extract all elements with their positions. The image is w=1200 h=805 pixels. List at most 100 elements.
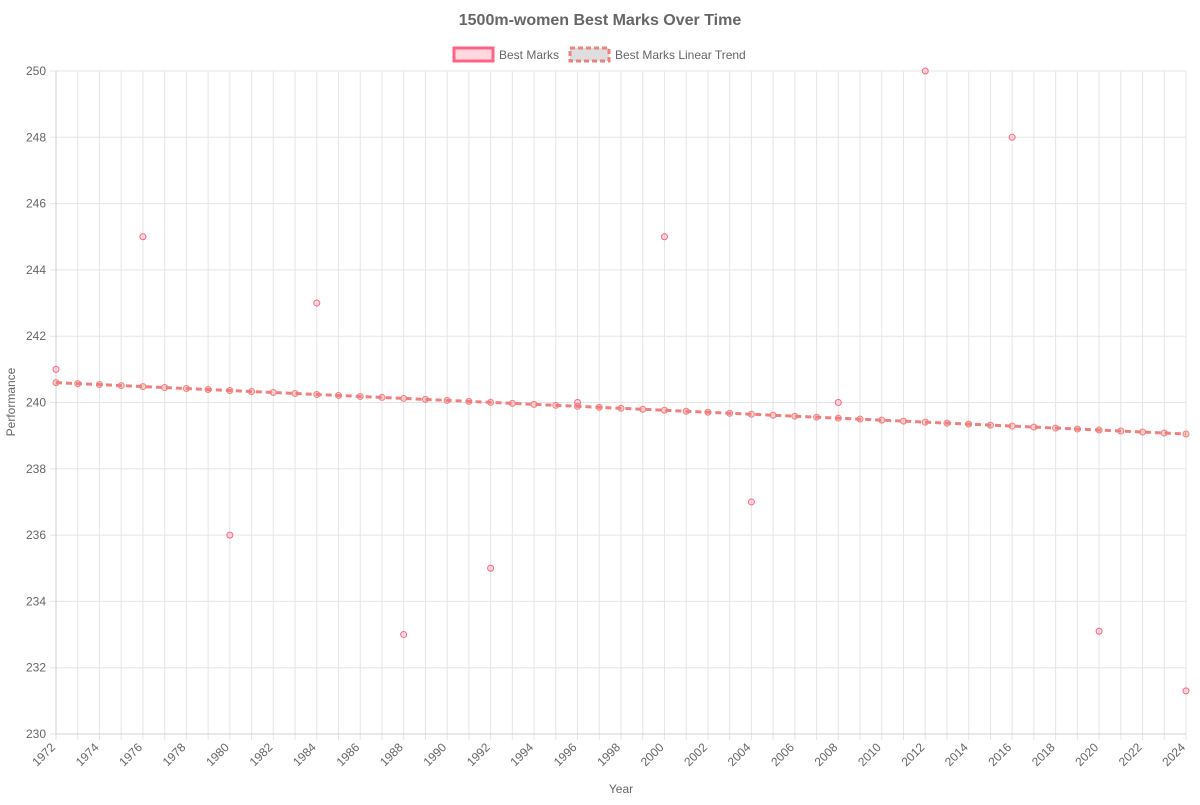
trend-point — [1160, 429, 1168, 437]
x-tick-label: 1982 — [247, 740, 276, 769]
y-tick-label: 238 — [26, 462, 46, 476]
trend-point — [1182, 430, 1190, 438]
trend-point — [291, 389, 299, 397]
y-tick-label: 240 — [26, 396, 46, 410]
data-point[interactable] — [487, 564, 495, 572]
legend-label-best-marks: Best Marks — [499, 48, 559, 62]
trend-point — [378, 393, 386, 401]
trend-point — [465, 397, 473, 405]
y-tick-label: 248 — [26, 130, 46, 144]
trend-point — [878, 416, 886, 424]
trend-point — [487, 398, 495, 406]
data-point[interactable] — [660, 233, 668, 241]
trend-point — [1139, 428, 1147, 436]
trend-point — [95, 381, 103, 389]
x-tick-label: 1988 — [377, 740, 406, 769]
data-point[interactable] — [1095, 627, 1103, 635]
trend-point — [1030, 423, 1038, 431]
y-tick-label: 250 — [26, 64, 46, 78]
x-tick-label: 2022 — [1116, 740, 1145, 769]
trend-point — [986, 421, 994, 429]
y-tick-label: 242 — [26, 329, 46, 343]
trend-point — [682, 407, 690, 415]
trend-line — [55, 381, 1187, 436]
trend-point — [595, 403, 603, 411]
y-axis: 230 232 234 236 238 240 242 244 246 248 250 — [26, 64, 57, 741]
legend-swatch-best-marks — [452, 46, 495, 63]
x-tick-label: 1992 — [464, 740, 493, 769]
data-point[interactable] — [574, 399, 582, 406]
trend-point — [1008, 422, 1016, 430]
x-tick-label: 1980 — [203, 740, 232, 769]
trend-point — [747, 410, 755, 418]
trend-point — [639, 405, 647, 413]
x-axis-label: Year — [609, 782, 633, 796]
x-tick-label: 2014 — [942, 740, 971, 769]
data-point[interactable] — [139, 233, 147, 241]
x-tick-label: 1994 — [507, 740, 536, 769]
x-tick-label: 2006 — [768, 740, 797, 769]
y-axis-label: Performance — [4, 367, 18, 436]
y-tick-label: 234 — [26, 594, 46, 608]
x-axis: 1972 1974 1976 1978 1980 1982 1984 1986 1988 1990… — [29, 733, 1188, 769]
x-tick-label: 1986 — [334, 740, 363, 769]
y-tick-label: 230 — [26, 727, 46, 741]
legend-item-linear-trend[interactable]: Best Marks Linear Trend — [568, 46, 746, 63]
trend-point — [530, 400, 538, 408]
x-tick-label: 2000 — [638, 740, 667, 769]
y-tick-label: 244 — [26, 263, 46, 277]
legend[interactable]: Best Marks Best Marks Linear Trend — [452, 46, 746, 63]
trend-point — [856, 415, 864, 423]
points-series — [52, 67, 1190, 695]
y-tick-label: 232 — [26, 661, 46, 675]
x-tick-label: 2016 — [985, 740, 1014, 769]
x-tick-label: 1996 — [551, 740, 580, 769]
trend-point — [248, 388, 256, 396]
trend-point — [421, 395, 429, 403]
trend-point — [356, 392, 364, 400]
data-point[interactable] — [1008, 133, 1016, 141]
trend-point — [1052, 424, 1060, 432]
trend-point — [508, 399, 516, 407]
data-point[interactable] — [52, 365, 60, 373]
x-tick-label: 2020 — [1072, 740, 1101, 769]
x-tick-label: 1976 — [116, 740, 145, 769]
x-tick-label: 2010 — [855, 740, 884, 769]
legend-swatch-linear-trend — [568, 46, 611, 63]
trend-point — [834, 414, 842, 422]
trend-point — [552, 401, 560, 409]
x-tick-label: 2004 — [725, 740, 754, 769]
trend-point — [726, 409, 734, 417]
x-tick-label: 1998 — [594, 740, 623, 769]
trend-point — [1095, 426, 1103, 434]
trend-point — [161, 384, 169, 392]
trend-point — [139, 383, 147, 391]
x-tick-label: 1984 — [290, 740, 319, 769]
trend-point — [74, 380, 82, 388]
data-point[interactable] — [747, 498, 755, 506]
data-point[interactable] — [400, 631, 408, 639]
trend-point — [1117, 427, 1125, 435]
trend-point — [313, 390, 321, 398]
data-point[interactable] — [313, 299, 321, 307]
trend-point — [226, 387, 234, 395]
trend-point — [791, 412, 799, 420]
data-point[interactable] — [226, 531, 234, 539]
data-point[interactable] — [921, 67, 929, 75]
y-tick-label: 246 — [26, 197, 46, 211]
trend-point — [900, 417, 907, 425]
x-tick-label: 2002 — [681, 740, 710, 769]
legend-item-best-marks[interactable]: Best Marks — [452, 46, 559, 63]
trend-point — [400, 394, 408, 402]
trend-point — [52, 379, 60, 387]
x-tick-label: 2008 — [812, 740, 841, 769]
trend-point — [813, 413, 821, 421]
data-point[interactable] — [834, 399, 842, 406]
x-tick-label: 1972 — [29, 740, 58, 769]
trend-point — [1073, 425, 1081, 433]
trend-point — [660, 406, 668, 414]
data-point[interactable] — [1182, 687, 1190, 695]
chart-title: 1500m-women Best Marks Over Time — [459, 12, 742, 29]
